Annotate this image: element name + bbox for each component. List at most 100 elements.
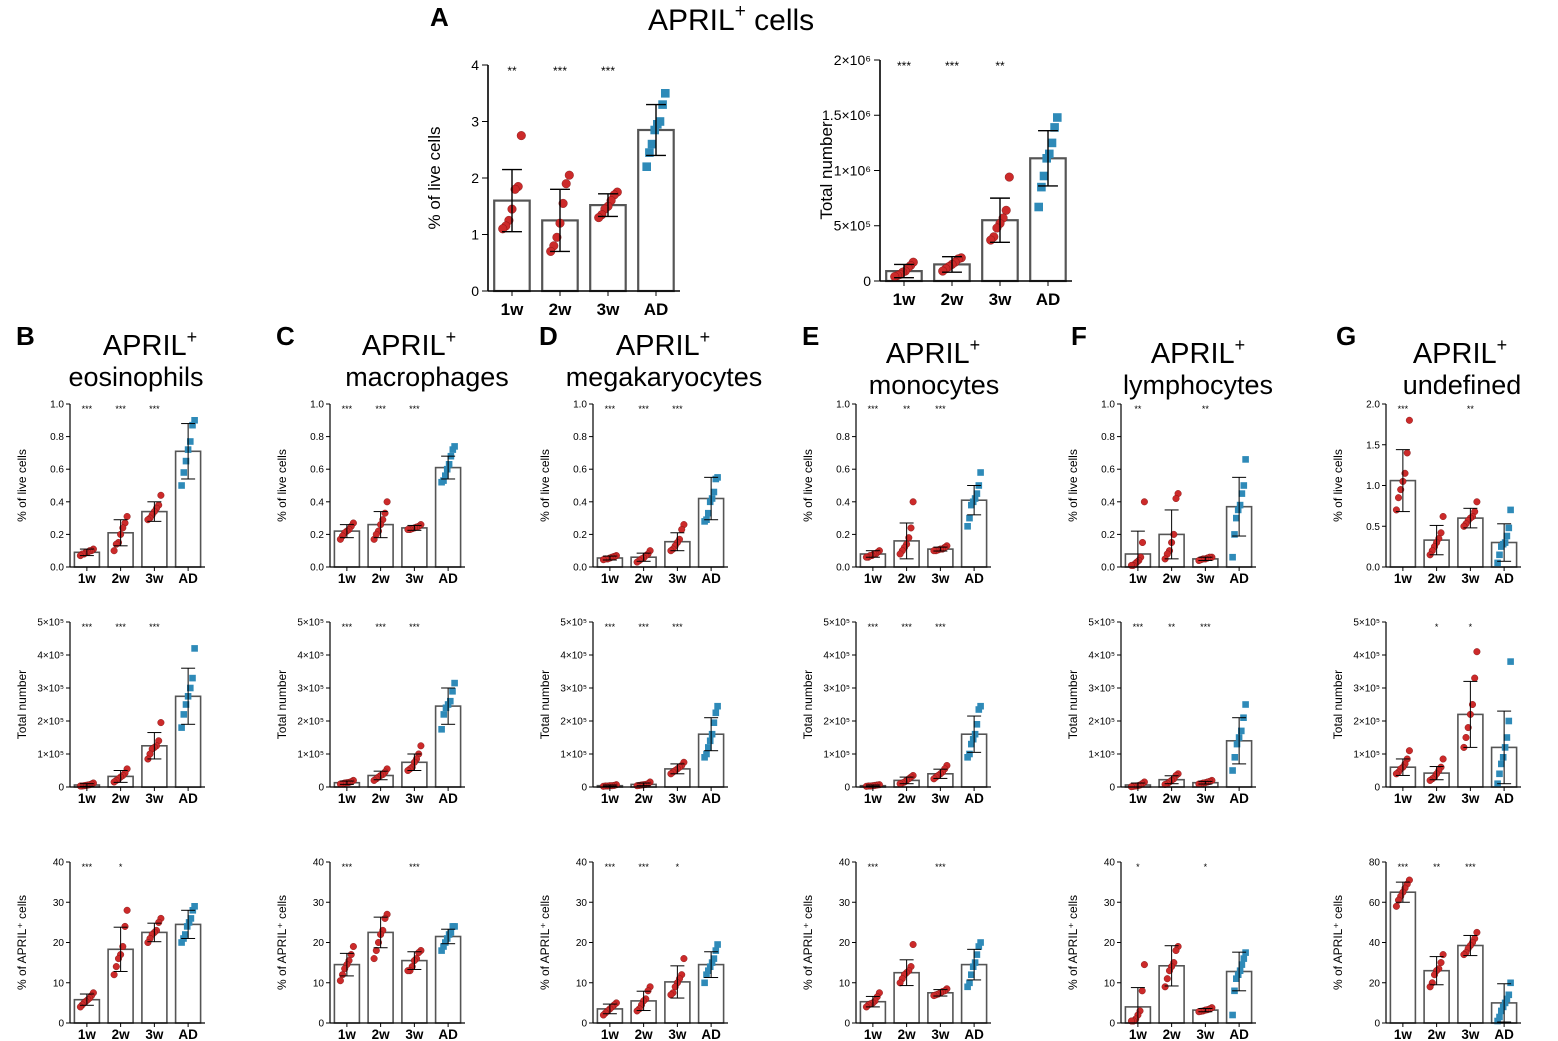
data-point-1w — [498, 224, 508, 234]
y-axis-label: Total number — [538, 670, 552, 739]
x-tick-label: AD — [1229, 1027, 1249, 1041]
data-point-2w — [564, 170, 574, 180]
data-point-ad — [708, 730, 716, 738]
data-point-ad — [449, 446, 457, 453]
x-tick-label: 2w — [898, 791, 917, 806]
y-tick-label: 0.5 — [1366, 522, 1380, 533]
y-tick-label: 0.6 — [1101, 465, 1115, 476]
data-point-ad — [653, 120, 662, 129]
data-point-ad — [1496, 551, 1503, 559]
x-tick-label: 2w — [1163, 571, 1182, 586]
x-tick-label: 2w — [372, 791, 391, 806]
data-point-ad — [1231, 754, 1239, 761]
data-point-ad — [183, 923, 191, 930]
data-point-3w — [986, 235, 996, 245]
y-tick-label: 20 — [839, 938, 851, 949]
data-point-2w — [552, 232, 562, 242]
data-point-ad — [1236, 967, 1244, 974]
data-point-ad — [180, 711, 188, 718]
y-tick-label: 5×10⁵ — [560, 618, 587, 629]
data-point-ad — [1242, 701, 1249, 708]
data-point-1w — [890, 272, 900, 282]
data-point-ad — [440, 711, 448, 718]
data-point-ad — [182, 457, 190, 465]
significance-marker: ** — [1433, 862, 1441, 872]
data-point-ad — [438, 947, 445, 954]
data-point-1w — [1394, 494, 1402, 502]
data-point-ad — [968, 740, 975, 748]
significance-marker: *** — [935, 862, 946, 872]
significance-marker: *** — [935, 404, 946, 414]
panel-a-title-rest: cells — [746, 4, 814, 37]
data-point-ad — [1240, 955, 1248, 962]
y-axis-label: Total number — [1066, 670, 1080, 739]
chart-b1: 0.0 0.2 0.4 0.6 0.8 1.0 1w 2w 3w AD *** *** *** % of … — [15, 400, 205, 586]
data-point-ad — [701, 754, 708, 761]
data-point-ad — [1034, 202, 1043, 212]
significance-marker: ** — [1134, 404, 1142, 414]
data-point-ad — [1505, 524, 1513, 532]
data-point-ad — [187, 438, 194, 445]
data-point-ad — [706, 963, 714, 970]
data-point-ad — [1501, 999, 1509, 1007]
header-c-line2: macrophages — [345, 362, 509, 392]
y-tick-label: 4×10⁵ — [1088, 651, 1115, 662]
y-axis-label: Total number — [15, 670, 29, 739]
data-point-ad — [1233, 514, 1240, 522]
x-tick-label: 1w — [78, 791, 97, 806]
data-point-ad — [1231, 531, 1238, 538]
data-point-ad — [438, 726, 445, 733]
data-point-ad — [1240, 482, 1248, 489]
data-point-ad — [973, 951, 981, 958]
data-point-ad — [1229, 553, 1236, 561]
data-point-ad — [969, 735, 977, 743]
x-tick-label: 3w — [405, 1027, 424, 1041]
y-axis-label: % of APRIL⁺ cells — [801, 895, 815, 990]
chart-g1: 0.00.51.01.52.01w 2w 3w AD*** **% of live ce… — [1331, 400, 1521, 586]
data-point-1w — [1127, 561, 1135, 569]
x-tick-label: 2w — [1428, 1027, 1447, 1041]
panel-letter-e: E — [802, 321, 819, 351]
data-point-ad — [180, 469, 188, 476]
x-tick-label: 2w — [372, 1027, 391, 1041]
data-point-2w — [1426, 776, 1434, 784]
significance-marker: *** — [115, 404, 126, 414]
significance-marker: ** — [903, 404, 911, 414]
significance-marker: *** — [868, 862, 879, 872]
data-point-2w — [112, 540, 120, 548]
data-point-ad — [1498, 543, 1505, 550]
data-point-ad — [1505, 991, 1513, 999]
data-point-ad — [710, 488, 718, 496]
data-point-1w — [1397, 486, 1405, 494]
x-tick-label: 1w — [1129, 791, 1148, 806]
y-tick-label: 10 — [839, 978, 851, 989]
data-point-3w — [1001, 205, 1011, 215]
y-tick-label: 5×10⁵ — [1353, 618, 1380, 629]
significance-marker: ** — [1202, 404, 1210, 414]
y-tick-label: 1 — [471, 226, 479, 242]
y-tick-label: 0.0 — [573, 563, 587, 574]
data-point-ad — [973, 721, 981, 728]
x-tick-label: 3w — [931, 791, 950, 806]
data-point-ad — [1042, 154, 1051, 163]
significance-marker: *** — [605, 404, 616, 414]
x-tick-label: 2w — [112, 1027, 131, 1041]
data-point-ad — [1503, 532, 1511, 540]
y-tick-label: 0 — [318, 1019, 324, 1030]
y-tick-label: 30 — [53, 898, 65, 909]
data-point-ad — [1498, 1007, 1505, 1015]
y-tick-label: 0.6 — [836, 465, 850, 476]
significance-marker: *** — [375, 404, 386, 414]
data-point-2w — [381, 509, 389, 517]
significance-marker: *** — [601, 64, 615, 78]
significance-marker: *** — [1465, 862, 1476, 872]
header-e-line2: monocytes — [869, 370, 1000, 400]
data-point-2w — [370, 955, 378, 963]
significance-marker: * — [1469, 622, 1473, 632]
y-tick-label: 3 — [471, 113, 479, 129]
y-tick-label: 4 — [471, 57, 479, 73]
significance-marker: *** — [115, 622, 126, 632]
